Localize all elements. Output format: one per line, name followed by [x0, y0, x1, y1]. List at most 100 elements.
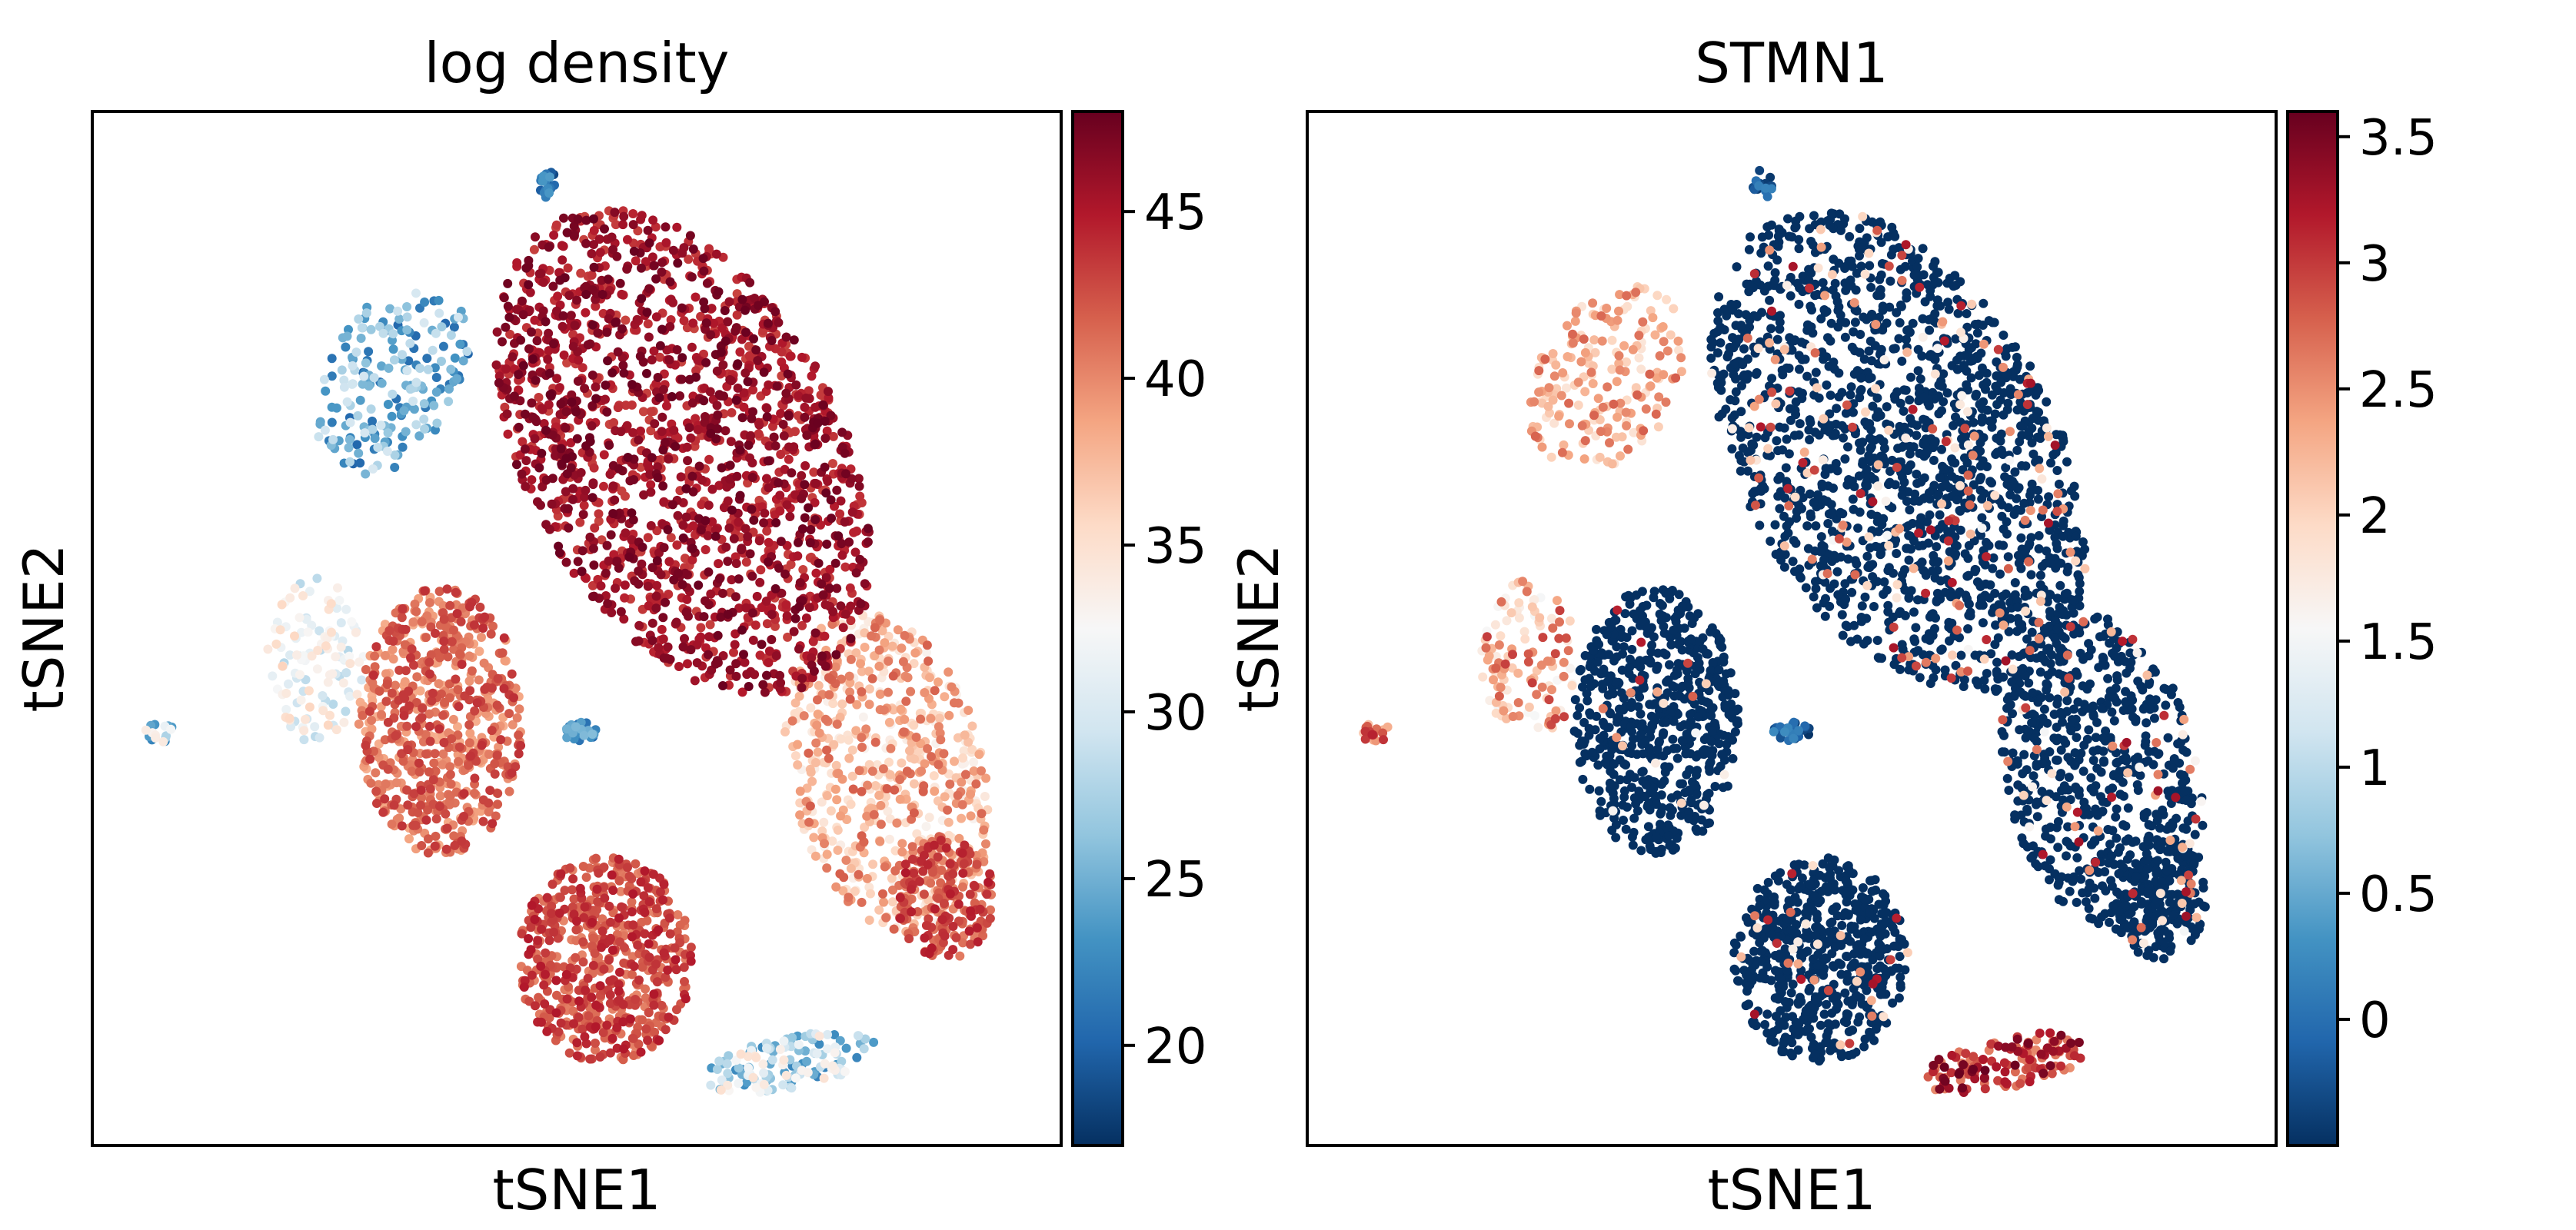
scatter-point — [464, 720, 474, 730]
scatter-point — [603, 599, 613, 609]
scatter-point — [420, 586, 430, 596]
scatter-point — [803, 1068, 813, 1078]
scatter-point — [764, 557, 773, 567]
scatter-point — [927, 943, 937, 953]
scatter-point — [553, 291, 563, 301]
scatter-point — [411, 607, 421, 617]
scatter-point — [1864, 374, 1874, 384]
colorbar-tick-label: 45 — [1144, 184, 1206, 241]
scatter-point — [464, 738, 474, 748]
scatter-point — [954, 833, 964, 843]
scatter-point — [1988, 563, 1998, 573]
scatter-point — [964, 706, 973, 715]
scatter-point — [643, 1036, 653, 1046]
scatter-point — [388, 329, 398, 339]
scatter-point — [794, 602, 804, 612]
scatter-point — [480, 612, 490, 622]
scatter-point — [732, 310, 742, 320]
scatter-point — [681, 994, 691, 1004]
scatter-point — [800, 513, 810, 523]
scatter-point — [371, 642, 381, 652]
scatter-point — [594, 234, 604, 244]
scatter-point — [824, 387, 833, 397]
scatter-point — [414, 431, 424, 441]
scatter-point — [356, 334, 366, 343]
scatter-point — [431, 373, 441, 382]
scatter-point — [687, 471, 697, 481]
scatter-point — [879, 897, 889, 907]
scatter-point — [958, 753, 968, 763]
scatter-point — [729, 534, 739, 544]
scatter-point — [897, 643, 907, 653]
scatter-point — [295, 670, 305, 680]
scatter-point — [854, 474, 864, 484]
scatter-point — [1744, 244, 1754, 254]
scatter-point — [591, 301, 601, 311]
scatter-point — [628, 1033, 638, 1043]
scatter-point — [844, 735, 854, 745]
scatter-point — [566, 463, 576, 473]
scatter-point — [493, 789, 503, 798]
scatter-point — [844, 893, 854, 903]
scatter-point — [1838, 630, 1848, 640]
scatter-point — [325, 710, 334, 720]
scatter-point — [714, 287, 724, 297]
scatter-point — [618, 1017, 628, 1027]
scatter-point — [883, 806, 893, 816]
scatter-point — [692, 658, 702, 668]
scatter-point — [706, 589, 716, 599]
scatter-point — [503, 301, 513, 311]
scatter-point — [547, 499, 557, 509]
scatter-point — [806, 525, 816, 534]
scatter-point — [579, 913, 589, 922]
scatter-point — [421, 633, 431, 643]
scatter-point — [816, 390, 826, 400]
scatter-point — [832, 485, 842, 495]
scatter-point — [587, 371, 597, 380]
scatter-point — [764, 380, 774, 390]
scatter-point — [434, 587, 444, 597]
scatter-point — [838, 623, 848, 633]
scatter-point — [459, 812, 469, 821]
colorbar-tick-label: 20 — [1144, 1019, 1206, 1075]
scatter-point — [910, 754, 920, 764]
scatter-point — [354, 314, 364, 324]
scatter-point — [737, 294, 747, 304]
scatter-point — [985, 869, 995, 879]
scatter-point — [449, 625, 458, 635]
scatter-point — [561, 969, 571, 979]
scatter-point — [805, 801, 815, 811]
scatter-point — [455, 339, 465, 349]
scatter-point — [564, 523, 574, 533]
scatter-point — [545, 390, 555, 400]
scatter-point — [166, 724, 176, 734]
scatter-point — [360, 428, 370, 438]
scatter-point — [786, 560, 796, 570]
scatter-point — [557, 255, 567, 265]
scatter-point — [400, 676, 410, 686]
scatter-point — [415, 364, 425, 373]
scatter-point — [762, 619, 772, 629]
scatter-point — [852, 700, 862, 710]
scatter-point — [944, 830, 954, 840]
scatter-point — [614, 913, 624, 923]
scatter-point — [855, 491, 865, 501]
scatter-point — [648, 215, 658, 225]
scatter-point — [158, 736, 168, 746]
scatter-point — [520, 444, 530, 454]
scatter-point — [397, 821, 407, 831]
scatter-point — [285, 650, 295, 660]
scatter-point — [327, 354, 337, 364]
scatter-point — [324, 670, 334, 680]
scatter-point — [421, 815, 431, 825]
scatter-point — [748, 635, 758, 645]
scatter-point — [602, 1020, 612, 1030]
scatter-point — [953, 790, 963, 800]
scatter-point — [442, 584, 452, 594]
scatter-point — [385, 304, 395, 314]
scatter-point — [275, 625, 285, 635]
scatter-point — [960, 840, 970, 850]
scatter-point — [830, 1030, 840, 1039]
scatter-point — [957, 848, 967, 858]
scatter-point — [509, 391, 519, 401]
